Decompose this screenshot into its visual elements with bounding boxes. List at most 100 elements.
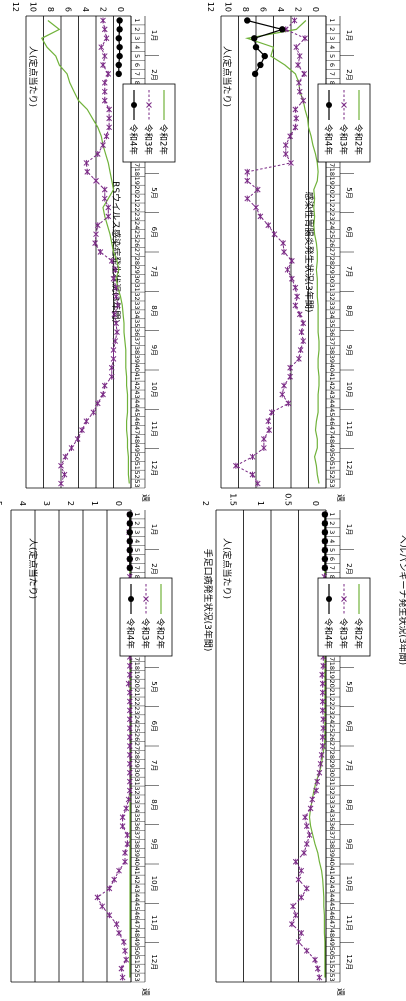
x-week-label: 34: [133, 804, 141, 812]
x-week-label: 45: [328, 902, 336, 910]
data-point-r3: [266, 418, 271, 424]
x-week-label: 26: [328, 733, 336, 741]
x-week-label: 29: [133, 266, 141, 274]
legend-label-r4: 令和4年: [323, 618, 334, 649]
data-point-r3: [299, 329, 304, 335]
data-point-r3: [297, 89, 302, 95]
data-point-r3: [114, 921, 119, 927]
data-point-r3: [59, 463, 64, 469]
x-week-label: 24: [133, 715, 141, 723]
chart-panel-4: 00.511.521234567891011121314151617181920…: [201, 493, 406, 996]
x-week-label: 37: [133, 831, 141, 839]
x-month-label: 6月: [150, 721, 158, 732]
data-point-r3: [95, 894, 100, 900]
data-point-r3: [102, 89, 107, 95]
x-week-label: 51: [133, 956, 141, 964]
data-point-r4: [116, 17, 122, 23]
data-point-r4: [252, 71, 258, 77]
x-week-label: 51: [328, 462, 336, 470]
x-week-label: 23: [133, 706, 141, 714]
x-month-label: 2月: [150, 69, 158, 80]
data-point-r3: [69, 445, 74, 451]
data-point-r3: [101, 391, 106, 397]
data-point-r3: [127, 672, 132, 678]
data-point-r4: [116, 62, 122, 68]
x-week-label: 33: [328, 301, 336, 309]
data-point-r3: [296, 62, 301, 68]
data-point-r3: [294, 44, 299, 50]
data-point-r3: [297, 53, 302, 59]
x-week-label: 38: [328, 840, 336, 848]
data-point-r3: [107, 912, 112, 918]
y-tick-label: 6: [64, 7, 73, 12]
x-month-label: 7月: [345, 266, 353, 277]
data-point-r3: [101, 62, 106, 68]
data-point-r3: [281, 240, 286, 246]
data-point-r3: [303, 35, 308, 41]
x-week-label: 32: [328, 292, 336, 300]
series-line-r3: [61, 21, 118, 484]
x-month-label: 12月: [345, 460, 353, 476]
x-week-label: 6: [133, 63, 141, 67]
data-point-r3: [124, 957, 129, 963]
x-week-label: 32: [328, 786, 336, 794]
x-month-label: 6月: [345, 721, 353, 732]
data-point-r3: [100, 903, 105, 909]
x-week-label: 43: [133, 390, 141, 398]
data-point-r4: [322, 538, 328, 544]
data-point-r3: [293, 859, 298, 865]
legend-label-r2: 令和2年: [155, 618, 166, 649]
data-point-r3: [296, 939, 301, 945]
data-point-r3: [102, 80, 107, 86]
data-point-r3: [107, 107, 112, 113]
x-week-label: 2: [328, 27, 336, 31]
chart-panel-1: 0246810121234567891011121314151617181920…: [11, 2, 175, 502]
y-tick-label: 4: [276, 7, 285, 12]
x-week-label: 7: [133, 566, 141, 570]
data-point-r3: [106, 71, 111, 77]
y-tick-label: 0: [311, 501, 320, 506]
chart-title: 感染性胃腸炎発生状況(3年間): [303, 192, 315, 313]
x-week-label: 27: [133, 742, 141, 750]
y-tick-label: 10: [29, 2, 38, 12]
data-point-r3: [301, 338, 306, 344]
x-week-label: 53: [133, 973, 141, 981]
x-week-label: 1: [328, 512, 336, 516]
data-point-r3: [296, 80, 301, 86]
x-month-label: 2月: [345, 69, 353, 80]
x-week-label: 22: [328, 203, 336, 211]
x-week-label: 30: [133, 275, 141, 283]
x-week-label: 35: [133, 319, 141, 327]
data-point-r3: [308, 805, 313, 811]
x-week-label: 53: [328, 479, 336, 487]
legend-marker: [131, 102, 137, 108]
data-point-r3: [117, 930, 122, 936]
x-week-label: 18: [328, 168, 336, 176]
x-week-label: 48: [133, 929, 141, 937]
y-tick-label: 6: [259, 7, 268, 12]
data-point-r3: [127, 743, 132, 749]
x-week-label: 52: [133, 471, 141, 479]
x-axis-week-title: 週: [336, 494, 345, 502]
x-week-label: 34: [328, 310, 336, 318]
x-month-label: 9月: [150, 345, 158, 356]
x-week-label: 18: [133, 662, 141, 670]
x-month-label: 10月: [150, 382, 158, 398]
data-point-r3: [127, 690, 132, 696]
x-week-label: 24: [328, 221, 336, 229]
x-week-label: 52: [328, 965, 336, 973]
data-point-r3: [292, 17, 297, 23]
x-week-label: 33: [133, 795, 141, 803]
data-point-r4: [116, 53, 122, 59]
x-week-label: 5: [328, 548, 336, 552]
x-week-label: 38: [328, 346, 336, 354]
data-point-r3: [304, 823, 309, 829]
data-point-r3: [101, 17, 106, 23]
x-week-label: 29: [133, 760, 141, 768]
x-week-label: 37: [133, 337, 141, 345]
x-month-label: 8月: [150, 799, 158, 810]
data-point-r3: [293, 124, 298, 130]
x-week-label: 28: [133, 751, 141, 759]
data-point-r3: [84, 160, 89, 166]
